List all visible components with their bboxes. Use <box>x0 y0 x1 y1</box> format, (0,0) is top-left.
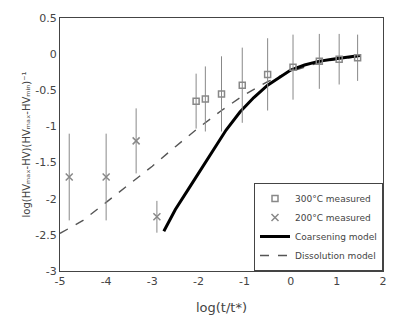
svg-text:2: 2 <box>380 275 387 288</box>
svg-text:0: 0 <box>50 48 57 61</box>
svg-text:-3: -3 <box>147 275 158 288</box>
svg-text:-0.5: -0.5 <box>35 84 56 97</box>
svg-text:log(t/t*): log(t/t*) <box>196 300 247 315</box>
svg-text:300°C measured: 300°C measured <box>295 194 371 204</box>
svg-text:-2.5: -2.5 <box>35 229 56 242</box>
svg-text:-3: -3 <box>46 265 57 278</box>
svg-text:-5: -5 <box>55 275 66 288</box>
svg-text:-2: -2 <box>46 193 57 206</box>
svg-text:200°C measured: 200°C measured <box>295 213 371 223</box>
svg-text:Coarsening model: Coarsening model <box>295 232 377 242</box>
svg-text:0.5: 0.5 <box>39 12 57 25</box>
svg-text:-1: -1 <box>46 120 57 133</box>
svg-text:Dissolution model: Dissolution model <box>295 251 376 261</box>
svg-text:-2: -2 <box>193 275 204 288</box>
svg-text:0: 0 <box>287 275 294 288</box>
svg-text:-1.5: -1.5 <box>35 156 56 169</box>
svg-text:log(HVₘₐₓ-HV)(HVₘₐₓ-HVₘᵢₙ)⁻¹: log(HVₘₐₓ-HV)(HVₘₐₓ-HVₘᵢₙ)⁻¹ <box>21 72 32 218</box>
svg-text:1: 1 <box>333 275 340 288</box>
svg-text:-4: -4 <box>101 275 112 288</box>
svg-text:-1: -1 <box>239 275 250 288</box>
